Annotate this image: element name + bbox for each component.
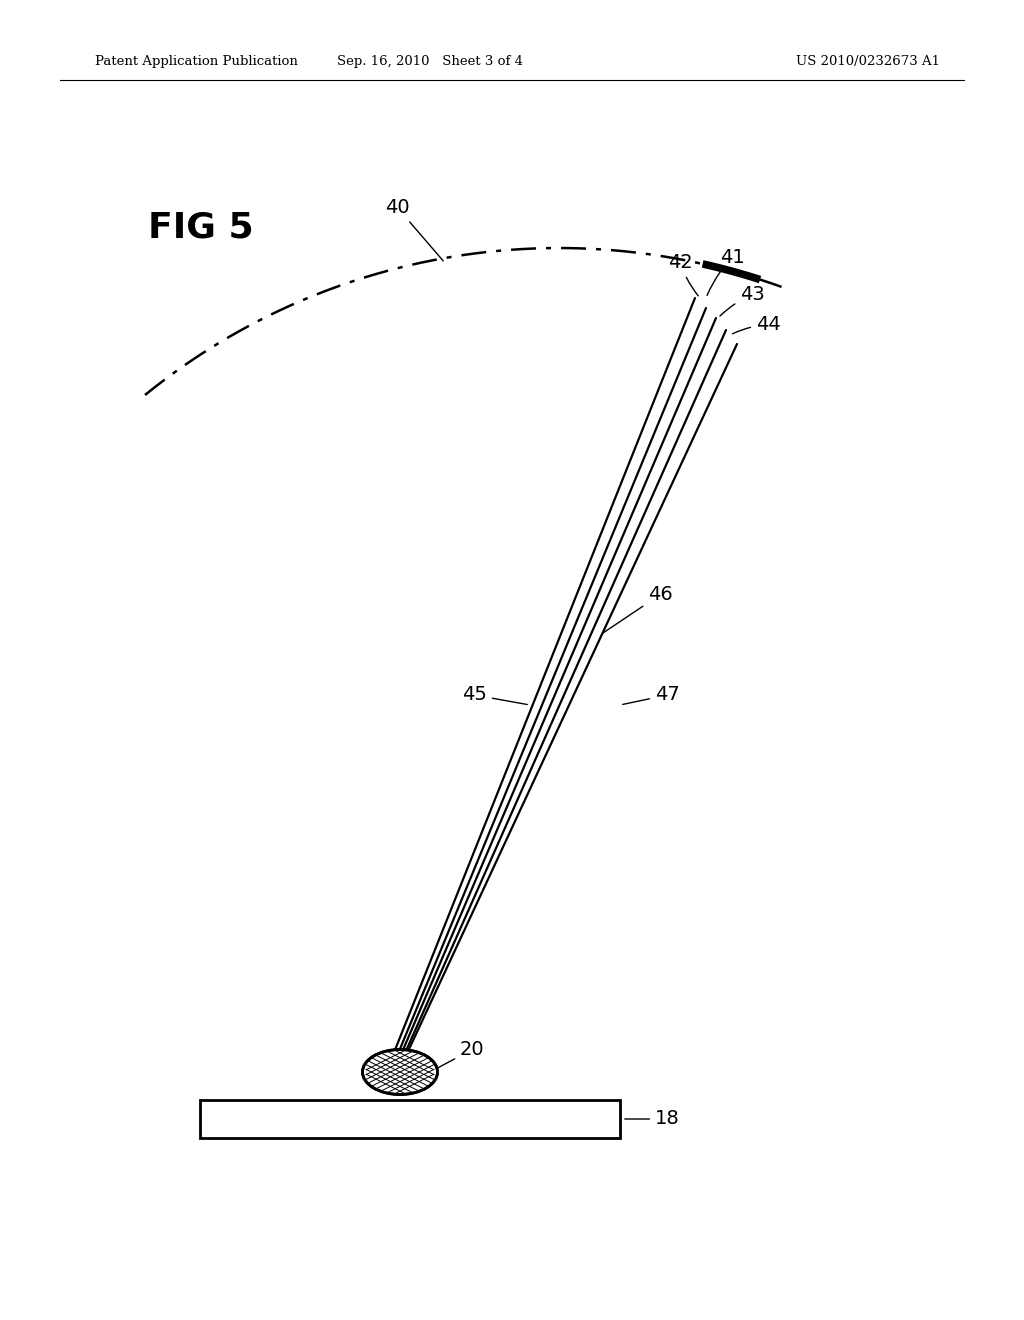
Text: FIG 5: FIG 5 bbox=[148, 210, 254, 244]
Text: US 2010/0232673 A1: US 2010/0232673 A1 bbox=[796, 55, 940, 69]
Bar bbox=[200, 1100, 620, 1138]
Text: 45: 45 bbox=[462, 685, 527, 705]
Text: 47: 47 bbox=[623, 685, 680, 705]
Ellipse shape bbox=[362, 1049, 437, 1094]
Text: 41: 41 bbox=[707, 248, 744, 296]
Text: Sep. 16, 2010   Sheet 3 of 4: Sep. 16, 2010 Sheet 3 of 4 bbox=[337, 55, 523, 69]
Text: 46: 46 bbox=[602, 585, 673, 634]
Text: 40: 40 bbox=[385, 198, 443, 261]
Text: Patent Application Publication: Patent Application Publication bbox=[95, 55, 298, 69]
Text: 44: 44 bbox=[732, 315, 780, 334]
Text: 43: 43 bbox=[720, 285, 765, 315]
Text: 18: 18 bbox=[625, 1110, 680, 1129]
Text: 42: 42 bbox=[668, 253, 698, 296]
Text: 20: 20 bbox=[432, 1040, 484, 1071]
